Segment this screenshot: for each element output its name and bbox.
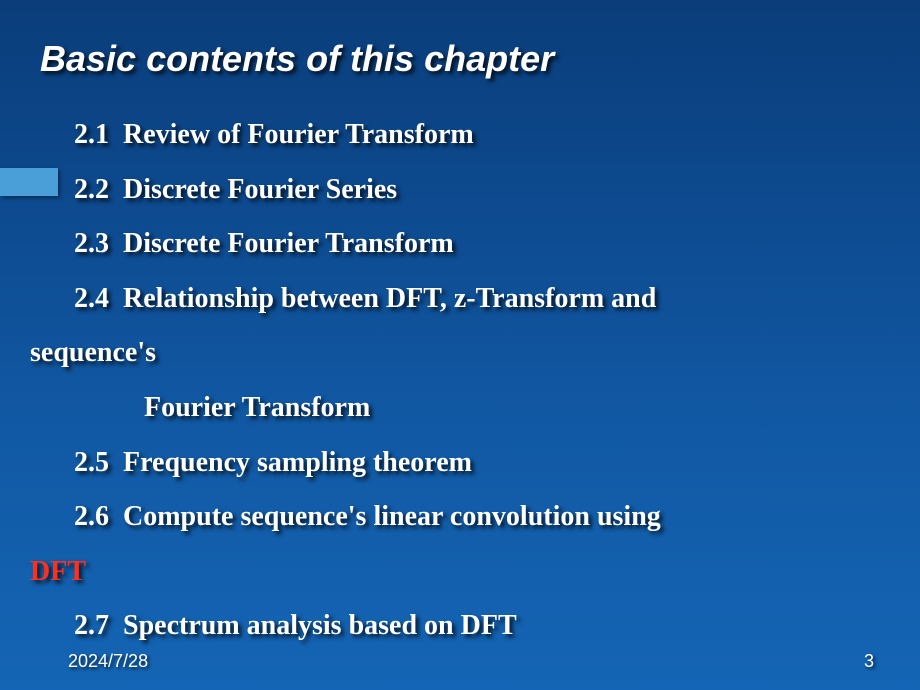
section-2-6-highlight: DFT bbox=[30, 545, 890, 600]
section-text: Compute sequence's linear convolution us… bbox=[123, 501, 661, 532]
section-num: 2.2 bbox=[74, 174, 109, 205]
section-2-4-sub: Fourier Transform bbox=[60, 381, 890, 436]
section-text: Relationship between DFT, z-Transform an… bbox=[123, 283, 656, 314]
section-num: 2.7 bbox=[74, 610, 109, 641]
section-num: 2.5 bbox=[74, 447, 109, 478]
section-2-3: 2.3 Discrete Fourier Transform bbox=[60, 217, 890, 272]
section-2-7: 2.7 Spectrum analysis based on DFT bbox=[60, 599, 890, 654]
section-2-6: 2.6 Compute sequence's linear convolutio… bbox=[60, 490, 890, 545]
section-2-5: 2.5 Frequency sampling theorem bbox=[60, 436, 890, 491]
chapter-title: Basic contents of this chapter bbox=[40, 38, 890, 80]
footer-page-number: 3 bbox=[864, 651, 874, 672]
highlight-text: DFT bbox=[30, 556, 86, 587]
section-num: 2.6 bbox=[74, 501, 109, 532]
section-sub-text: Fourier Transform bbox=[144, 392, 370, 423]
footer-date: 2024/7/28 bbox=[68, 651, 148, 672]
section-cont-text: sequence's bbox=[30, 337, 156, 368]
section-text: Review of Fourier Transform bbox=[123, 119, 474, 150]
section-2-4: 2.4 Relationship between DFT, z-Transfor… bbox=[60, 272, 890, 327]
section-text: Discrete Fourier Series bbox=[123, 174, 397, 205]
section-num: 2.4 bbox=[74, 283, 109, 314]
section-text: Spectrum analysis based on DFT bbox=[123, 610, 517, 641]
section-2-4-cont: sequence's bbox=[30, 326, 890, 381]
section-num: 2.1 bbox=[74, 119, 109, 150]
slide-container: Basic contents of this chapter 2.1 Revie… bbox=[0, 0, 920, 690]
section-text: Discrete Fourier Transform bbox=[123, 228, 454, 259]
section-num: 2.3 bbox=[74, 228, 109, 259]
accent-bar bbox=[0, 168, 58, 196]
section-2-1: 2.1 Review of Fourier Transform bbox=[60, 108, 890, 163]
content-list: 2.1 Review of Fourier Transform 2.2 Disc… bbox=[30, 108, 890, 654]
section-2-2: 2.2 Discrete Fourier Series bbox=[60, 163, 890, 218]
section-text: Frequency sampling theorem bbox=[123, 447, 472, 478]
